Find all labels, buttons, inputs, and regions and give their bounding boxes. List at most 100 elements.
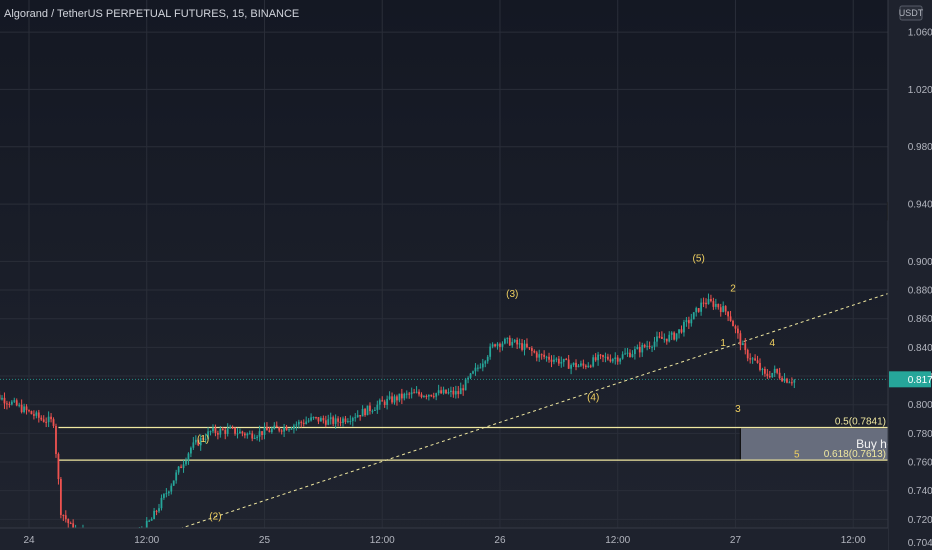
candle-body [705,302,707,305]
candle-body [616,357,619,362]
time-axis[interactable] [0,528,888,550]
candle-body [692,312,695,320]
candle-body [381,400,384,402]
candle-body [320,418,322,422]
candle-body [442,389,445,394]
candle-body [722,306,725,313]
candle-body [47,416,50,423]
candle-body [788,382,791,384]
candle-body [256,436,259,438]
candle-body [425,396,428,398]
candle-body [599,354,602,356]
candle-body [435,393,438,397]
candle-body [172,480,175,486]
candle-body [25,406,28,411]
candle-body [418,391,420,395]
candle-body [361,408,364,417]
candle-body [550,359,553,362]
candle-body [346,421,349,423]
chart-title: Algorand / TetherUS PERPETUAL FUTURES, 1… [4,8,300,20]
candle-body [727,311,730,317]
candle-body [327,419,330,425]
candle-body [474,367,477,372]
candle-body [356,415,359,418]
candle-body [266,427,268,431]
candle-body [614,357,617,360]
candle-body [560,361,563,364]
candle-body [35,412,38,416]
candle-body [163,494,165,498]
candle-body [329,417,332,420]
candle-body [410,392,413,395]
candle-body [440,390,443,394]
candle-body [373,409,376,411]
candle-body [660,336,663,339]
wave-label: (1) [197,434,209,445]
x-tick-label: 12:00 [841,535,866,546]
x-tick-label: 25 [259,535,271,546]
candle-body [629,352,631,357]
candle-body [62,514,65,516]
candle-body [28,410,30,412]
candle-body [224,430,227,434]
candle-body [10,401,13,405]
candle-body [415,391,418,393]
candle-body [503,338,506,344]
candle-body [491,344,494,347]
x-tick-label: 12:00 [605,535,630,546]
candle-body [486,356,489,362]
candle-body [30,411,33,415]
candle-body [476,367,479,369]
candle-body [778,372,781,379]
candle-body [459,388,462,395]
candle-body [557,358,560,364]
candle-body [189,447,192,454]
currency-badge[interactable] [899,5,923,21]
candle-body [761,368,764,370]
candle-body [506,337,509,339]
fib-level-label: 0.5(0.7841) [835,416,886,427]
candle-body [469,373,472,378]
candle-body [288,429,290,431]
candle-body [565,358,568,360]
candle-body [521,343,523,350]
candle-body [216,432,219,435]
last-price-badge [889,371,931,388]
candle-body [697,308,700,312]
candle-body [359,415,362,417]
candle-body [55,425,57,454]
candle-body [587,365,590,368]
candle-body [285,426,288,431]
candle-body [180,466,182,468]
candle-body [391,396,393,403]
candle-body [376,404,379,410]
trendline[interactable] [134,286,908,545]
candle-body [52,419,55,426]
candle-body [690,319,693,324]
wave-label: (2) [209,511,221,522]
candle-body [496,343,499,347]
price-axis[interactable] [888,0,932,550]
candle-body [251,433,254,439]
candle-body [229,427,232,429]
candle-body [413,392,416,394]
candle-body [194,439,197,443]
candle-body [408,393,411,395]
candle-body [150,519,153,521]
candle-body [59,479,62,515]
candle-body [342,418,344,424]
candle-body [528,347,531,349]
candle-body [202,437,205,440]
candle-body [204,438,207,440]
candle-body [20,404,23,413]
candle-body [315,417,317,419]
candle-body [369,405,371,412]
candle-body [538,354,541,358]
candle-body [658,336,661,338]
candle-body [57,453,60,480]
candle-body [45,421,48,423]
